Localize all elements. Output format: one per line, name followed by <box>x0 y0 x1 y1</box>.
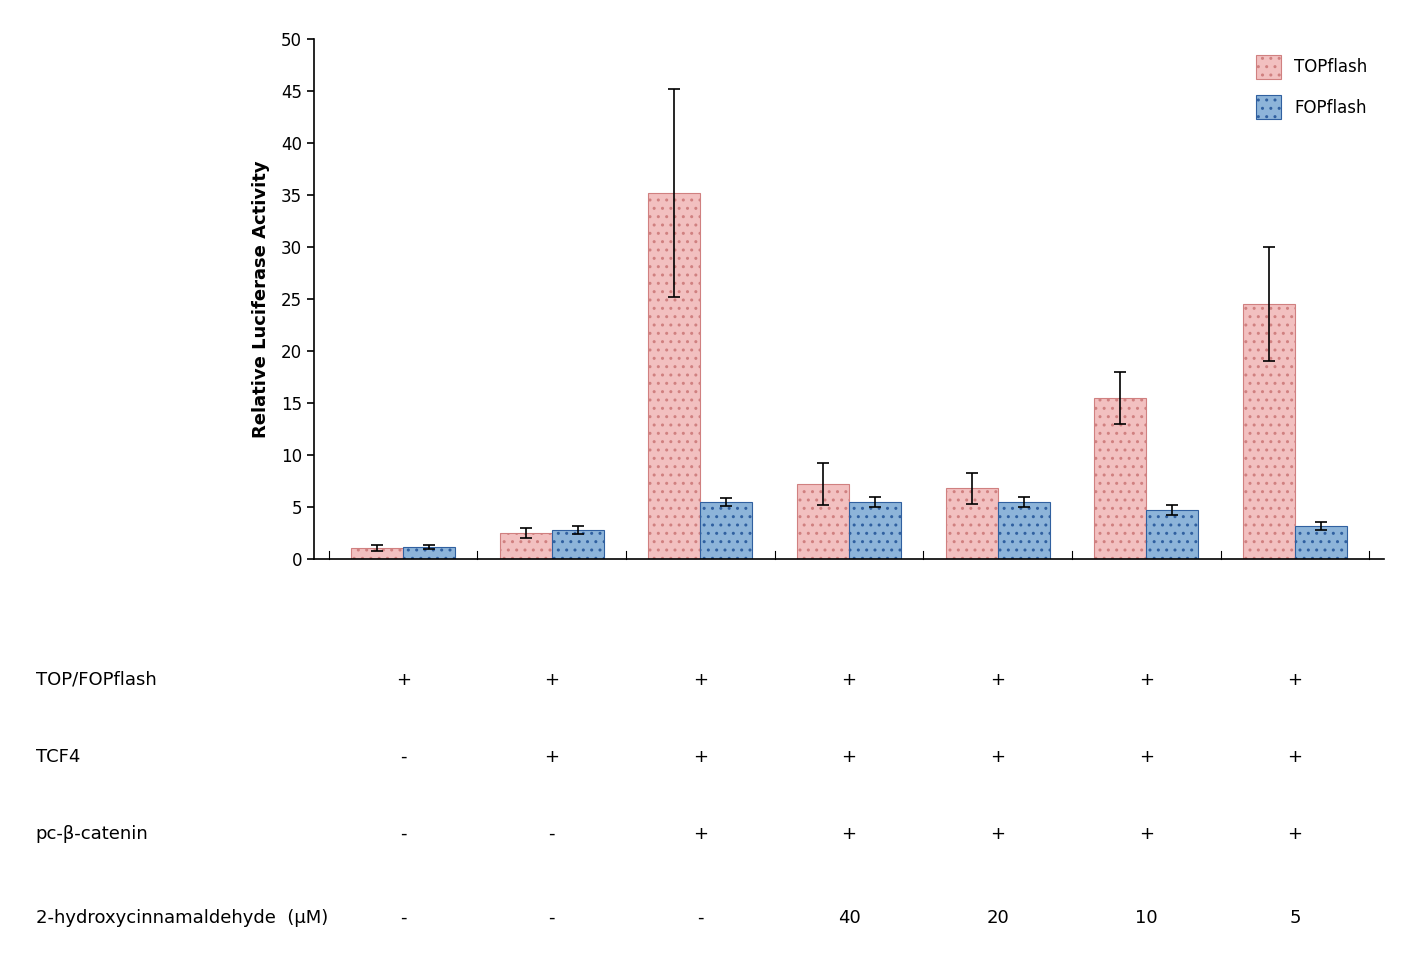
Text: TCF4: TCF4 <box>36 748 80 765</box>
Text: -: - <box>698 909 704 926</box>
Text: +: + <box>990 748 1005 765</box>
Text: +: + <box>395 671 411 688</box>
Text: +: + <box>990 671 1005 688</box>
Bar <box>1095 398 1146 559</box>
Text: +: + <box>1139 825 1154 843</box>
Bar <box>499 533 552 559</box>
Text: +: + <box>694 825 708 843</box>
Text: 20: 20 <box>986 909 1009 926</box>
Bar <box>849 502 900 559</box>
Text: +: + <box>1139 748 1154 765</box>
Bar <box>701 502 752 559</box>
Y-axis label: Relative Luciferase Activity: Relative Luciferase Activity <box>253 160 270 438</box>
Bar <box>552 530 604 559</box>
Text: 5: 5 <box>1289 909 1301 926</box>
Legend: TOPflash, FOPflash: TOPflash, FOPflash <box>1247 47 1376 127</box>
Text: 2-hydroxycinnamaldehyde  (μM): 2-hydroxycinnamaldehyde (μM) <box>36 909 328 926</box>
Text: 10: 10 <box>1134 909 1157 926</box>
Bar <box>946 489 997 559</box>
Bar <box>402 547 455 559</box>
Text: +: + <box>694 671 708 688</box>
Bar <box>1296 525 1347 559</box>
Text: -: - <box>400 825 407 843</box>
Text: +: + <box>544 748 559 765</box>
Text: +: + <box>842 671 856 688</box>
Text: pc-β-catenin: pc-β-catenin <box>36 825 148 843</box>
Text: +: + <box>990 825 1005 843</box>
Text: +: + <box>1287 825 1303 843</box>
Text: +: + <box>1287 748 1303 765</box>
Text: +: + <box>842 825 856 843</box>
Bar <box>1146 510 1199 559</box>
Text: -: - <box>400 748 407 765</box>
Text: +: + <box>1139 671 1154 688</box>
Text: 40: 40 <box>838 909 860 926</box>
Bar <box>648 193 701 559</box>
Text: +: + <box>544 671 559 688</box>
Text: TOP/FOPflash: TOP/FOPflash <box>36 671 157 688</box>
Text: +: + <box>1287 671 1303 688</box>
Text: -: - <box>548 825 555 843</box>
Text: +: + <box>694 748 708 765</box>
Bar <box>997 502 1050 559</box>
Text: +: + <box>842 748 856 765</box>
Text: -: - <box>548 909 555 926</box>
Bar <box>351 548 402 559</box>
Bar <box>1243 304 1296 559</box>
Bar <box>798 484 849 559</box>
Text: -: - <box>400 909 407 926</box>
